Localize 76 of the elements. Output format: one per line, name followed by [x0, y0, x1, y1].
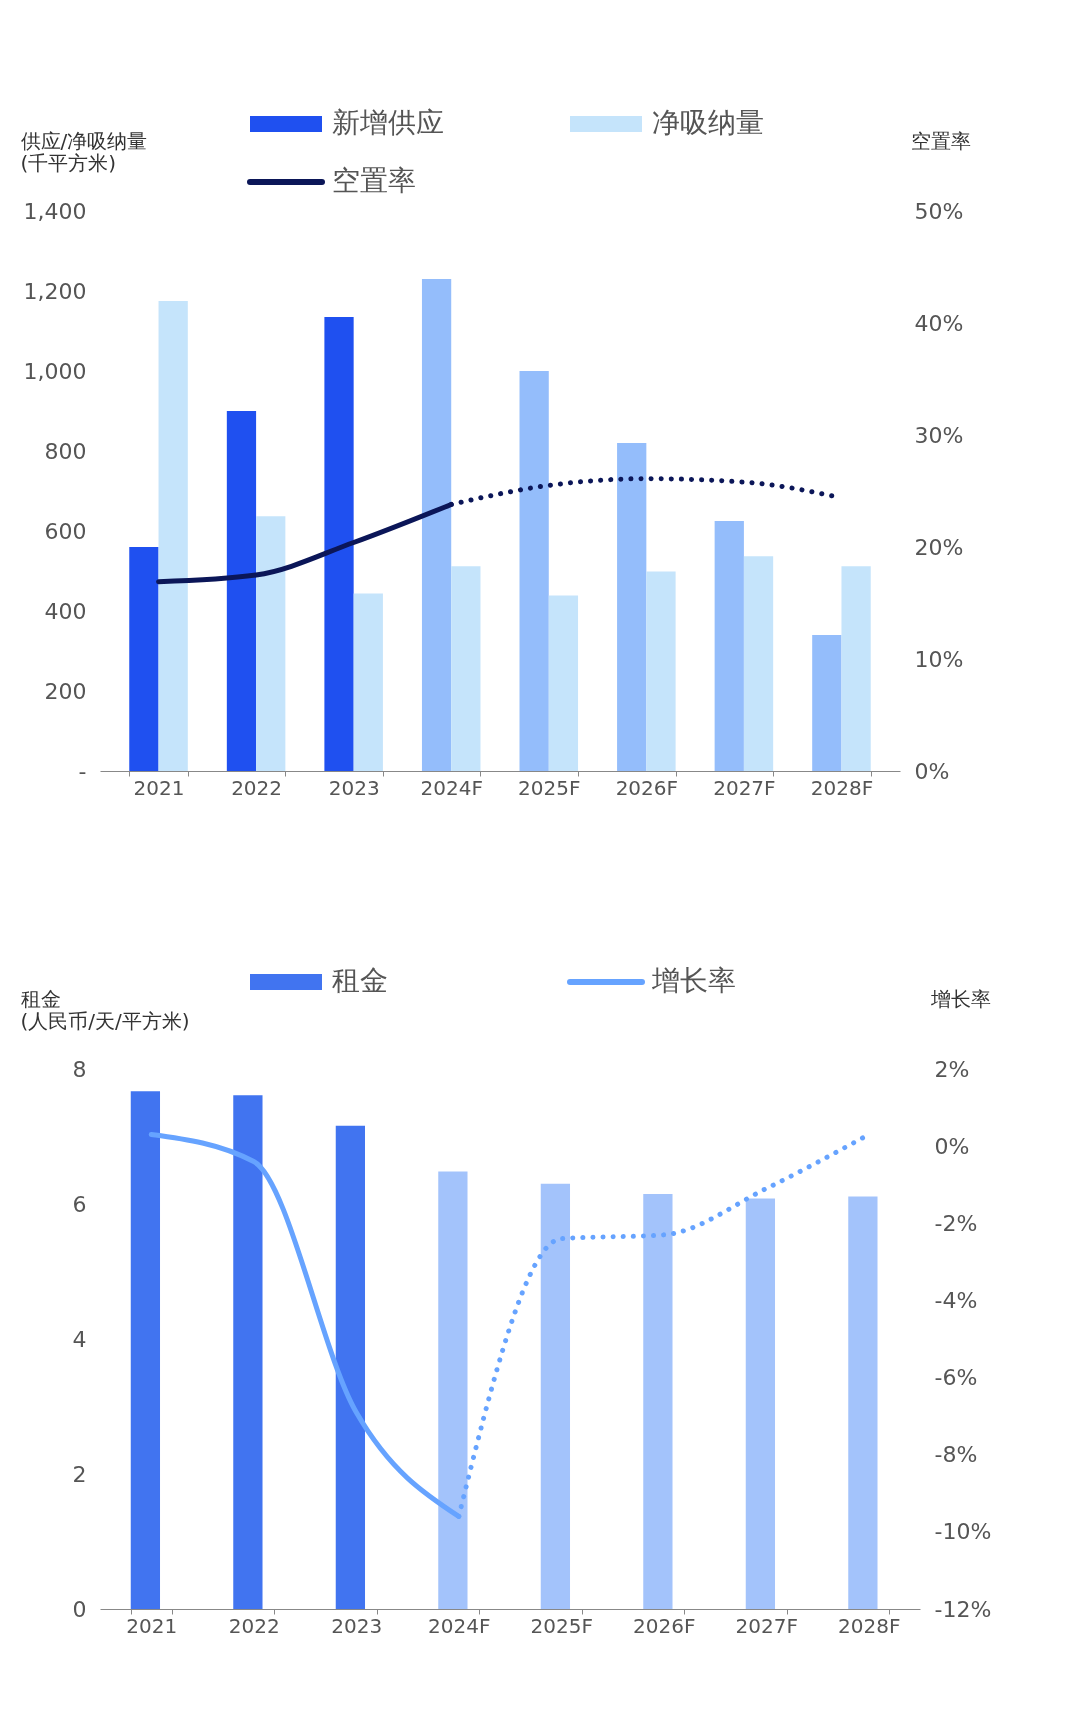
x-tick-label: 2023 — [328, 775, 380, 800]
x-tick-label: 2024F — [428, 1613, 491, 1638]
y2-tick-label: 40% — [914, 310, 964, 336]
legend-label: 新增供应 — [332, 106, 444, 139]
legend-label: 租金 — [332, 964, 388, 997]
y-tick-label: 4 — [72, 1326, 87, 1352]
bar — [812, 635, 842, 771]
bar — [158, 301, 188, 771]
bar — [714, 521, 744, 771]
x-tick-label: 2028F — [838, 1613, 901, 1638]
y2-tick-label: 30% — [914, 422, 964, 448]
y2-tick-label: 50% — [914, 198, 964, 224]
y2-tick-label: 0% — [934, 1133, 970, 1159]
bar — [335, 1125, 366, 1609]
bar — [353, 593, 383, 771]
y2-tick-label: -6% — [934, 1365, 978, 1391]
bar — [226, 411, 257, 771]
x-tick-label: 2022 — [231, 775, 283, 800]
x-tick-label: 2021 — [133, 775, 185, 800]
legend-label: 净吸纳量 — [652, 106, 764, 139]
y2-tick-label: 20% — [914, 534, 964, 560]
y-tick-label: 600 — [44, 518, 87, 544]
y-tick-label: 1,200 — [23, 278, 87, 304]
y-axis-title: 供应/净吸纳量 (千平方米) — [20, 128, 148, 175]
x-tick-label: 2027F — [713, 775, 776, 800]
x-tick-label: 2026F — [633, 1613, 696, 1638]
bar — [646, 571, 676, 771]
y2-tick-label: 0% — [914, 758, 950, 784]
bar — [233, 1095, 263, 1609]
y-tick-label: 1,400 — [23, 198, 87, 224]
y-tick-label: - — [78, 758, 87, 784]
x-tick-label: 2025F — [518, 775, 581, 800]
bar — [745, 1198, 776, 1609]
bar — [848, 1196, 878, 1609]
y-tick-label: 0 — [72, 1596, 87, 1622]
y2-tick-label: 2% — [934, 1056, 970, 1082]
bar — [841, 566, 871, 771]
bar — [438, 1171, 468, 1609]
x-tick-label: 2023 — [331, 1613, 383, 1638]
legend-label: 空置率 — [332, 164, 416, 197]
bar — [519, 371, 549, 771]
x-tick-label: 2022 — [228, 1613, 280, 1638]
y2-tick-label: -10% — [934, 1519, 992, 1545]
bar — [451, 566, 481, 771]
bar — [129, 547, 159, 771]
bar — [548, 595, 579, 771]
x-tick-label: 2027F — [735, 1613, 798, 1638]
y-tick-label: 1,000 — [23, 358, 87, 384]
y-tick-label: 800 — [44, 438, 87, 464]
y2-tick-label: 10% — [914, 646, 964, 672]
y-tick-label: 2 — [72, 1461, 87, 1487]
bar — [743, 556, 774, 771]
x-tick-label: 2025F — [530, 1613, 593, 1638]
y2-tick-label: -8% — [934, 1442, 978, 1468]
y2-tick-label: -12% — [934, 1596, 992, 1622]
legend-label: 增长率 — [651, 964, 736, 997]
y-axis-title: 租金 (人民币/天/平方米) — [20, 986, 190, 1033]
y2-axis-title: 增长率 — [929, 986, 991, 1011]
x-tick-label: 2026F — [615, 775, 679, 800]
bar — [643, 1193, 673, 1609]
y-tick-label: 8 — [72, 1056, 87, 1082]
x-tick-label: 2021 — [126, 1613, 178, 1638]
bar — [421, 279, 452, 771]
y2-tick-label: -4% — [934, 1287, 978, 1313]
bar — [324, 317, 354, 771]
x-tick-label: 2024F — [420, 775, 483, 800]
bar — [130, 1091, 161, 1609]
x-tick-label: 2028F — [810, 775, 874, 800]
y2-tick-label: -2% — [934, 1210, 978, 1236]
y-tick-label: 6 — [72, 1191, 87, 1217]
bar — [540, 1183, 571, 1609]
bar — [617, 443, 647, 771]
y2-axis-title: 空置率 — [910, 128, 971, 153]
bar — [256, 516, 286, 771]
y-tick-label: 200 — [44, 678, 87, 704]
y-tick-label: 400 — [44, 598, 87, 624]
